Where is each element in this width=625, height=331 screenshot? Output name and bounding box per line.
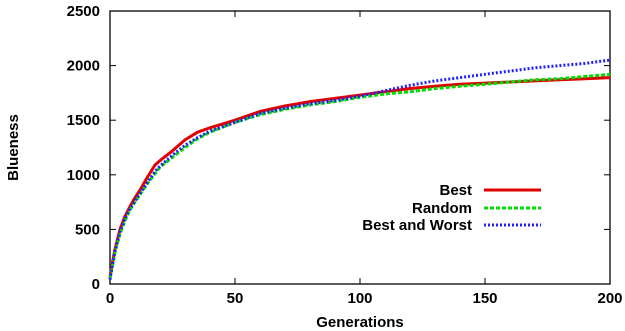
series-lines — [108, 58, 611, 280]
x-tick-label: 150 — [472, 290, 497, 307]
y-tick-label: 2000 — [67, 58, 100, 75]
y-tick-label: 1500 — [67, 112, 100, 129]
x-tick-label: 100 — [347, 290, 372, 307]
y-tick-label: 0 — [92, 276, 100, 293]
legend-label-random: Random — [412, 200, 472, 217]
legend-label-best: Best — [439, 182, 472, 199]
series-line-best — [108, 76, 611, 278]
y-tick-label: 1000 — [67, 167, 100, 184]
series-line-best-and-worst — [108, 58, 611, 280]
x-tick-label: 0 — [106, 290, 114, 307]
y-axis-title: Blueness — [5, 114, 22, 181]
x-axis-title: Generations — [316, 314, 404, 331]
x-tick-label: 200 — [597, 290, 622, 307]
plot-area — [109, 10, 611, 285]
x-tick-label: 50 — [227, 290, 244, 307]
series-line-random — [108, 72, 611, 279]
plot-frame — [109, 10, 611, 285]
y-tick-label: 2500 — [67, 3, 100, 20]
y-tick-label: 500 — [75, 221, 100, 238]
legend-label-best-and-worst: Best and Worst — [362, 217, 472, 234]
